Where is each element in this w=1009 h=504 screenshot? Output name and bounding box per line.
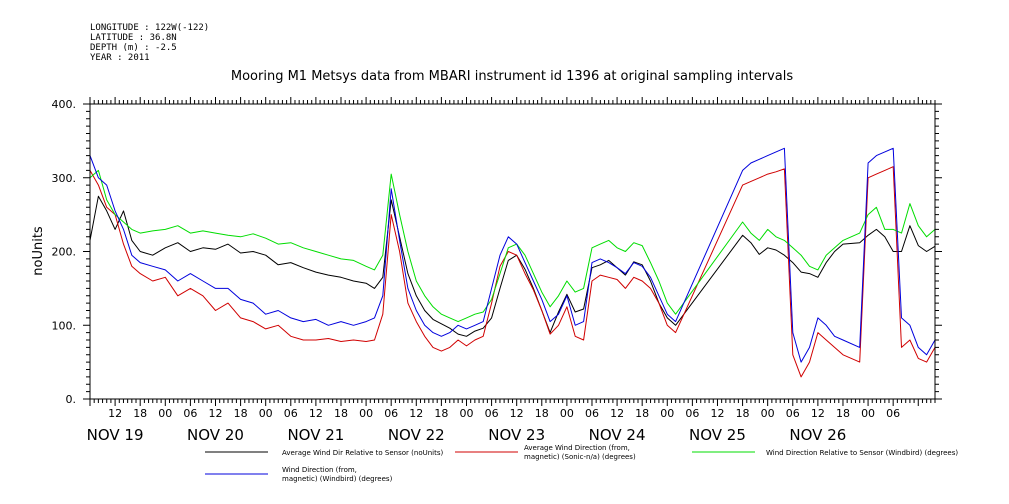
x-tick-label: 12 [108, 407, 122, 420]
x-tick-label: 00 [660, 407, 674, 420]
x-tick-label: 06 [685, 407, 699, 420]
x-tick-label: 00 [158, 407, 172, 420]
x-tick-label: 00 [861, 407, 875, 420]
x-tick-label: 06 [384, 407, 398, 420]
series-relative-sensor [89, 195, 936, 337]
x-tick-label: 00 [359, 407, 373, 420]
x-tick-label: 12 [510, 407, 524, 420]
legend-label-red: Average Wind Direction (from, magnetic) … [524, 444, 636, 461]
x-tick-label: 00 [259, 407, 273, 420]
x-tick-label: 12 [710, 407, 724, 420]
latitude-text: LATITUDE : 36.8N [90, 33, 177, 43]
legend-label-blue-line1: Wind Direction (from, [282, 466, 357, 474]
x-tick-label: 12 [811, 407, 825, 420]
y-axis-label: noUnits [31, 226, 46, 276]
x-tick-label: 06 [585, 407, 599, 420]
x-tick-label: 06 [886, 407, 900, 420]
series-sonic-direction [89, 166, 936, 378]
day-label: NOV 23 [488, 426, 545, 444]
x-tick-label: 00 [761, 407, 775, 420]
legend-item-sonic: Average Wind Direction (from, magnetic) … [455, 444, 636, 461]
legend-label-blue: Wind Direction (from, magnetic) (Windbir… [282, 466, 393, 483]
legend-label-green: Wind Direction Relative to Sensor (Windb… [766, 449, 958, 457]
chart-title: Mooring M1 Metsys data from MBARI instru… [231, 69, 793, 84]
legend-label-blue-line2: magnetic) (Windbird) (degrees) [282, 475, 393, 483]
day-label: NOV 21 [287, 426, 344, 444]
x-tick-label: 06 [485, 407, 499, 420]
x-tick-label: 18 [133, 407, 147, 420]
legend-item-windbird-magnetic: Wind Direction (from, magnetic) (Windbir… [205, 466, 393, 483]
longitude-text: LONGITUDE : 122W(-122) [90, 23, 209, 33]
legend-label-red-line2: magnetic) (Sonic-n/a) (degrees) [524, 453, 636, 461]
x-tick-label: 12 [208, 407, 222, 420]
series-windbird-relative [89, 169, 936, 323]
y-tick-label: 100. [52, 319, 77, 332]
depth-text: DEPTH (m) : -2.5 [90, 43, 177, 53]
legend-label-red-line1: Average Wind Direction (from, [524, 444, 630, 452]
x-tick-label: 18 [635, 407, 649, 420]
y-axis: 0. 100. 200. 300. 400. [52, 98, 942, 406]
x-tick-label: 12 [610, 407, 624, 420]
metadata-block: LONGITUDE : 122W(-122) LATITUDE : 36.8N … [90, 23, 209, 63]
series-windbird-direction [89, 147, 936, 363]
y-tick-label: 200. [52, 246, 77, 259]
day-label: NOV 20 [187, 426, 244, 444]
y-tick-label: 400. [52, 98, 77, 111]
x-tick-label: 12 [409, 407, 423, 420]
x-tick-label: 18 [334, 407, 348, 420]
day-label: NOV 22 [388, 426, 445, 444]
year-text: YEAR : 2011 [90, 53, 150, 63]
day-label: NOV 25 [689, 426, 746, 444]
x-tick-label: 00 [560, 407, 574, 420]
y-tick-label: 0. [66, 393, 77, 406]
x-tick-label: 18 [736, 407, 750, 420]
y-tick-label: 300. [52, 172, 77, 185]
legend-label-black: Average Wind Dir Relative to Sensor (noU… [282, 449, 443, 457]
x-tick-label: 18 [535, 407, 549, 420]
legend-item-relative-sensor: Average Wind Dir Relative to Sensor (noU… [205, 449, 443, 457]
legend: Average Wind Dir Relative to Sensor (noU… [205, 444, 958, 483]
plot-frame [89, 103, 936, 400]
x-tick-label: 00 [459, 407, 473, 420]
day-label: NOV 24 [589, 426, 646, 444]
x-tick-label: 18 [434, 407, 448, 420]
x-tick-label: 06 [284, 407, 298, 420]
x-tick-label: 18 [836, 407, 850, 420]
x-axis: 12 18 00 06 12 18 00 06 12 18 00 06 12 18 00 06 12 18 00 06… [87, 97, 936, 444]
legend-item-windbird-relative: Wind Direction Relative to Sensor (Windb… [692, 449, 958, 457]
x-tick-label: 06 [786, 407, 800, 420]
x-tick-label: 12 [309, 407, 323, 420]
x-tick-label: 06 [183, 407, 197, 420]
day-label: NOV 26 [789, 426, 846, 444]
day-label: NOV 19 [87, 426, 144, 444]
x-tick-label: 18 [234, 407, 248, 420]
series-layer [89, 147, 936, 378]
